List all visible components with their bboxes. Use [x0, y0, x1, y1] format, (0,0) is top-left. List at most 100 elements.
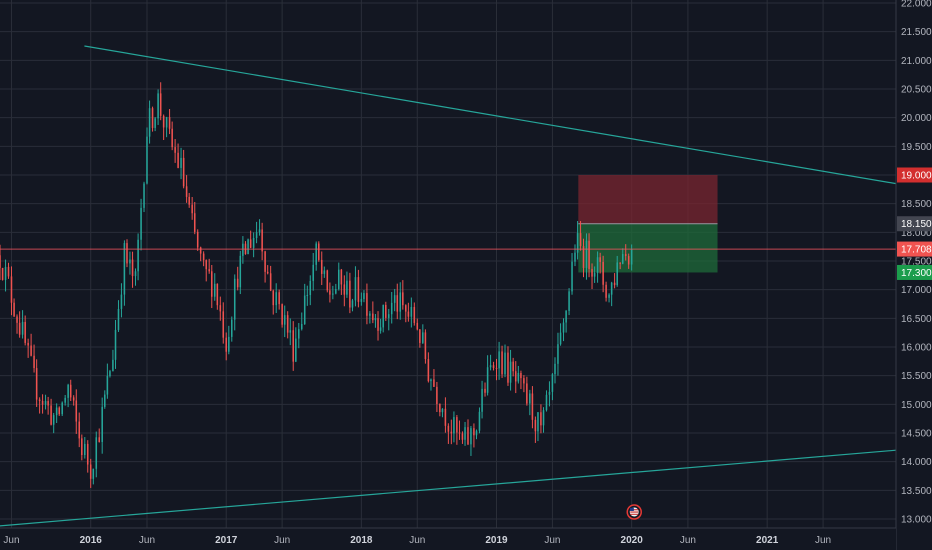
price-tag-18.150	[897, 216, 932, 232]
candle-body	[219, 305, 222, 312]
position-tool[interactable]	[578, 175, 718, 273]
candle-body	[351, 300, 354, 308]
candle-body	[255, 232, 258, 239]
time-tick-label: 2021	[756, 535, 779, 546]
stop-loss-zone[interactable]	[578, 175, 718, 224]
candle-body	[275, 292, 277, 306]
candle-body	[228, 336, 230, 352]
candle-body	[191, 204, 193, 214]
take-profit-zone[interactable]	[578, 223, 718, 273]
candle-body	[286, 315, 289, 333]
candle-body	[318, 243, 320, 260]
candle-body	[21, 321, 24, 335]
candle-body	[329, 290, 331, 295]
candle-body	[540, 412, 542, 426]
candle-body	[369, 313, 371, 316]
candle-body	[129, 259, 131, 264]
candle-body	[545, 394, 548, 411]
candle-body	[264, 251, 266, 272]
time-tick-label: Jun	[815, 535, 831, 546]
price-tag-label: 17.300	[901, 268, 932, 279]
candle-body	[599, 257, 601, 262]
candle-body	[202, 253, 205, 261]
candle-body	[596, 257, 599, 274]
candle-body	[439, 403, 441, 413]
candle-body	[117, 308, 120, 330]
candle-body	[624, 254, 627, 257]
candle-body	[261, 229, 263, 252]
candle-body	[470, 428, 472, 445]
candle-body	[379, 327, 382, 331]
candle-body	[464, 427, 466, 440]
candle-body	[610, 282, 613, 295]
candle-body	[278, 292, 280, 305]
candle-body	[399, 292, 402, 312]
price-tags: 19.000 18.150 17.708 17.300	[897, 167, 932, 280]
flag-canton	[630, 507, 634, 511]
candle-body	[478, 411, 481, 431]
candle-body	[177, 152, 179, 168]
candle-body	[346, 280, 348, 295]
price-tick-label: 13.500	[901, 486, 932, 497]
candle-body	[236, 278, 239, 288]
candle-body	[98, 437, 101, 442]
candle-body	[613, 282, 616, 286]
candle-body	[377, 318, 379, 331]
candle-body	[509, 361, 512, 383]
candle-body	[295, 338, 297, 362]
candle-body	[473, 428, 475, 436]
price-tick-label: 16.500	[901, 314, 932, 325]
candle-body	[349, 280, 351, 308]
candle-body	[199, 247, 202, 254]
candle-body	[258, 229, 261, 233]
candle-body	[168, 117, 171, 129]
candle-body	[38, 399, 41, 401]
price-tick-label: 20.000	[901, 113, 932, 124]
candle-body	[593, 273, 596, 277]
event-markers[interactable]	[626, 504, 642, 520]
candle-body	[571, 261, 573, 292]
candle-body	[481, 388, 483, 412]
candle-body	[486, 367, 489, 393]
upper-trendline[interactable]	[84, 45, 897, 185]
candle-body	[537, 412, 539, 432]
candle-body	[75, 400, 78, 422]
candle-body	[616, 262, 618, 286]
candle-body	[507, 352, 509, 383]
candle-body	[337, 269, 340, 290]
candle-body	[309, 280, 312, 296]
drawings[interactable]	[0, 45, 897, 527]
price-tag-label: 17.708	[901, 245, 932, 256]
candle-body	[69, 384, 72, 398]
candle-body	[475, 430, 478, 436]
lower-trendline[interactable]	[0, 449, 897, 527]
candle-body	[252, 238, 255, 248]
candle-body	[416, 322, 419, 330]
candle-body	[303, 295, 306, 325]
candles	[0, 82, 633, 488]
candle-body	[441, 408, 444, 413]
time-tick-label: 2017	[215, 535, 238, 546]
candle-body	[193, 213, 196, 232]
candle-body	[574, 252, 576, 262]
candle-body	[84, 443, 86, 456]
candle-body	[559, 332, 562, 345]
candle-body	[216, 283, 219, 306]
candle-body	[165, 117, 168, 128]
us-flag-icon[interactable]	[626, 504, 642, 520]
candle-body	[30, 345, 32, 356]
candle-body	[266, 271, 269, 274]
price-tag-label: 19.000	[901, 171, 932, 182]
candle-body	[585, 240, 588, 268]
time-axis[interactable]: Jun 2016 Jun 2017 Jun 2018 Jun 2019 Jun 2020 Jun 20…	[0, 527, 896, 550]
time-tick-label: 2019	[485, 535, 508, 546]
candle-body	[109, 371, 111, 376]
candle-body	[382, 304, 384, 328]
candle-body	[247, 239, 249, 255]
candle-body	[205, 260, 208, 270]
candle-body	[363, 293, 365, 300]
candle-body	[424, 332, 427, 360]
candle-body	[225, 337, 227, 352]
price-tick-label: 18.500	[901, 199, 932, 210]
